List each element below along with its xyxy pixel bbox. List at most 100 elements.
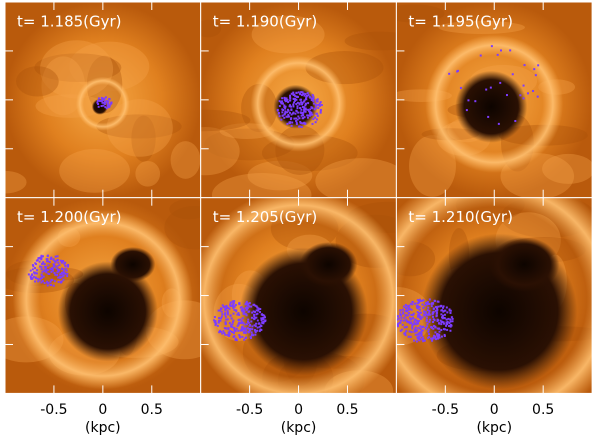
star-particle (311, 122, 314, 125)
star-particle (308, 95, 311, 98)
x-tick-label: 0 (294, 402, 303, 418)
star-particle (250, 331, 253, 334)
star-particle (245, 302, 248, 305)
star-particle (318, 104, 321, 107)
star-particle (303, 110, 306, 113)
star-particle (41, 280, 44, 283)
star-particle (295, 91, 298, 94)
star-particle (431, 315, 434, 318)
star-particle (440, 329, 443, 332)
star-particle (248, 302, 251, 305)
star-particle (240, 320, 243, 323)
star-particle (441, 309, 444, 312)
star-particle (255, 309, 258, 312)
star-particle (219, 329, 222, 332)
star-particle (258, 330, 261, 333)
star-particle (295, 95, 298, 98)
star-particle (300, 114, 303, 117)
star-particle (419, 327, 422, 330)
star-particle (43, 263, 46, 266)
star-particle (254, 333, 257, 336)
star-particle (216, 324, 219, 327)
star-particle (259, 308, 262, 311)
star-particle (257, 307, 260, 310)
star-particle (227, 331, 230, 334)
star-particle (396, 324, 399, 327)
star-particle (434, 338, 437, 341)
star-particle (417, 302, 420, 305)
star-particle (284, 112, 287, 115)
star-particle (264, 319, 267, 322)
star-particle (287, 109, 290, 112)
star-particle (262, 320, 265, 323)
star-particle (428, 312, 431, 315)
star-particle (58, 275, 61, 278)
star-particle (432, 302, 435, 305)
star-particle (446, 328, 449, 331)
star-particle (408, 330, 411, 333)
star-particle (30, 273, 33, 276)
star-particle (440, 321, 443, 324)
star-particle (298, 117, 301, 120)
star-particle (249, 323, 252, 326)
star-particle (409, 318, 412, 321)
star-particle (304, 104, 307, 107)
star-particle (252, 334, 255, 337)
star-particle (451, 320, 454, 323)
star-particle (411, 317, 414, 320)
star-particle (295, 103, 298, 106)
star-particle (315, 118, 318, 121)
star-particle (306, 114, 309, 117)
star-particle (284, 97, 287, 100)
star-particle (108, 105, 111, 108)
star-particle (250, 316, 253, 319)
star-particle (226, 334, 229, 337)
star-particle (300, 108, 303, 111)
star-particle (253, 328, 256, 331)
star-particle (258, 325, 261, 328)
star-particle (419, 298, 422, 301)
star-particle (443, 316, 446, 319)
star-particle (449, 311, 452, 314)
star-particle (410, 308, 413, 311)
star-particle (304, 103, 307, 106)
star-particle (425, 316, 428, 319)
star-particle (61, 271, 64, 274)
star-particle (262, 322, 265, 325)
star-particle (416, 321, 419, 324)
star-particle (228, 303, 231, 306)
star-particle (418, 333, 421, 336)
star-particle (416, 311, 419, 314)
star-particle (307, 94, 310, 97)
star-particle (229, 305, 232, 308)
star-particle (105, 107, 108, 110)
star-particle (404, 313, 407, 316)
star-particle (276, 109, 279, 112)
star-particle (284, 111, 287, 114)
star-particle (286, 111, 289, 114)
star-particle (251, 311, 254, 314)
star-particle (404, 303, 407, 306)
star-particle (408, 304, 411, 307)
star-particle (296, 105, 299, 108)
star-particle (62, 269, 65, 272)
star-particle (312, 96, 315, 99)
star-particle (41, 276, 44, 279)
star-particle (260, 318, 263, 321)
star-particle (440, 304, 443, 307)
star-particle (407, 307, 410, 310)
star-particle (106, 101, 109, 104)
star-particle (228, 333, 231, 336)
star-particle (445, 306, 448, 309)
star-particle (60, 281, 63, 284)
star-particle (240, 327, 243, 330)
star-particle (418, 339, 421, 342)
star-particle (296, 101, 299, 104)
star-particle (40, 262, 43, 265)
star-particle (418, 314, 421, 317)
star-particle (449, 318, 452, 321)
star-particle (217, 309, 220, 312)
star-particle (225, 306, 228, 309)
star-particle (320, 104, 323, 107)
star-particle (281, 100, 284, 103)
